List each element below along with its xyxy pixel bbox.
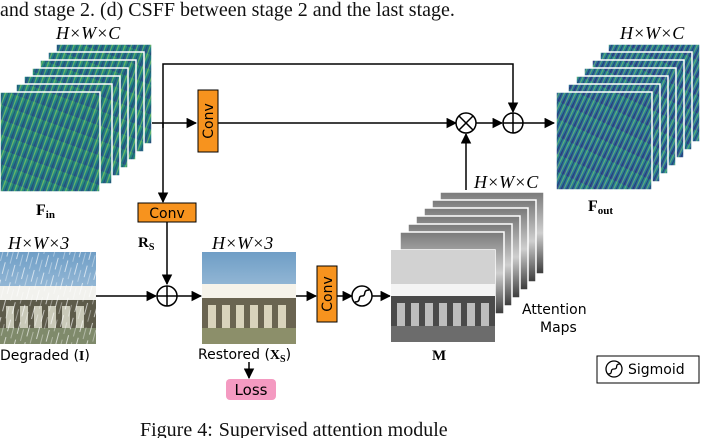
restored-text: Restored ( — [198, 347, 270, 363]
restored-subscript: S — [280, 354, 286, 365]
degraded-symbol: I — [79, 349, 84, 364]
f-out-label: Fout — [588, 198, 613, 217]
caption-text: Supervised attention module — [219, 419, 448, 438]
f-out-stack — [555, 43, 701, 191]
conv-mid-block: Conv — [137, 202, 197, 223]
m-front-map — [390, 249, 496, 343]
loss-label: Loss — [235, 381, 268, 399]
skip-connection — [162, 63, 519, 128]
dim-in-label: H×W×C — [55, 23, 121, 43]
attention-maps-label-1: Attention — [522, 302, 587, 318]
legend-box: Sigmoid — [596, 355, 700, 384]
add-node-bottom — [156, 285, 178, 307]
dim-restored-label: H×W×3 — [211, 233, 273, 253]
add-node-top — [502, 112, 524, 134]
degraded-text: Degraded ( — [0, 348, 79, 364]
legend-sigmoid-label: Sigmoid — [628, 362, 685, 378]
f-in-subscript: in — [46, 209, 55, 221]
dim-attention-label: H×W×C — [473, 172, 539, 192]
multiply-node — [455, 112, 477, 134]
dim-out-label: H×W×C — [619, 23, 685, 43]
f-out-symbol: F — [588, 198, 598, 215]
degraded-image — [0, 252, 96, 344]
restored-label: Restored (XS) — [198, 347, 291, 365]
rs-subscript: S — [149, 242, 155, 253]
degraded-close: ) — [84, 348, 89, 364]
sigmoid-node — [351, 285, 373, 307]
rs-symbol: R — [138, 235, 149, 251]
caption-label: Figure 4: — [140, 419, 213, 438]
restored-close: ) — [286, 347, 291, 363]
rs-label: RS — [138, 235, 155, 253]
legend-sigmoid-icon — [607, 363, 621, 375]
restored-symbol: X — [270, 348, 280, 363]
degraded-label: Degraded (I) — [0, 348, 90, 364]
header-text: and stage 2. (d) CSFF between stage 2 an… — [0, 0, 455, 21]
conv-top-block: Conv — [197, 89, 219, 153]
restored-image — [202, 252, 296, 344]
conv-right-label: Conv — [320, 276, 336, 312]
f-in-label: Fin — [36, 202, 55, 221]
f-out-subscript: out — [598, 205, 614, 217]
conv-mid-label: Conv — [149, 206, 185, 222]
attention-maps-label-2: Maps — [540, 320, 577, 336]
f-in-symbol: F — [36, 202, 46, 219]
sigmoid-icon — [354, 289, 370, 303]
loss-block: Loss — [226, 379, 276, 400]
figure-caption: Figure 4: Supervised attention module — [140, 419, 448, 438]
conv-top-label: Conv — [201, 103, 217, 139]
f-in-stack — [0, 43, 153, 193]
attention-stack — [390, 191, 545, 343]
conv-right-block: Conv — [316, 265, 338, 323]
dim-degraded-label: H×W×3 — [7, 233, 69, 253]
m-label: M — [432, 348, 446, 364]
